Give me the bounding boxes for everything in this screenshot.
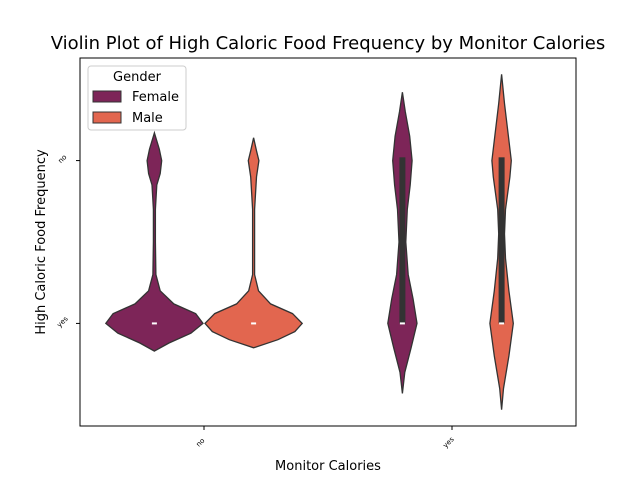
chart-title: Violin Plot of High Caloric Food Frequen… [51,33,606,54]
legend: Gender Female Male [87,65,187,131]
violin [104,130,204,352]
violin [204,137,304,349]
median [251,322,257,325]
y-tick-label: yes [55,315,69,329]
y-tick-label: no [57,153,69,165]
legend-title: Gender [113,70,162,85]
y-axis-label: High Caloric Food Frequency [34,149,49,335]
box [399,157,406,324]
box [498,157,505,324]
median [399,322,405,325]
plot-frame [79,57,577,427]
x-tick-label: yes [441,435,455,449]
plot-area [104,74,514,410]
x-tick-label: no [195,437,207,449]
x-axis-label: Monitor Calories [275,459,381,474]
legend-swatch [92,111,122,124]
median [151,322,157,325]
median [499,322,505,325]
legend-label: Female [132,90,179,105]
legend-swatch [92,90,122,103]
legend-label: Male [132,111,163,126]
